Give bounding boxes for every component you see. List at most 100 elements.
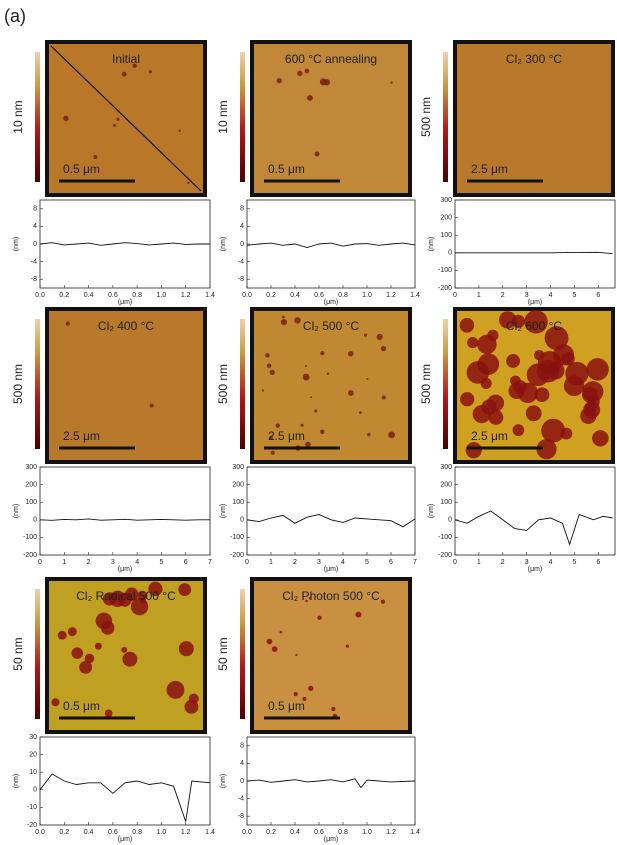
x-tick-label: 5 [365, 559, 369, 566]
color-bar [35, 52, 40, 182]
y-tick-label: 0 [448, 250, 452, 257]
x-axis-label: (μm) [118, 566, 133, 573]
afm-feature [487, 329, 499, 341]
panel-label: (a) [4, 6, 26, 26]
x-tick-label: 0.6 [314, 292, 324, 299]
afm-image [453, 40, 615, 197]
x-axis-label: (μm) [528, 299, 543, 306]
y-tick-label: 10 [29, 769, 37, 776]
profile-line [50, 45, 202, 192]
scale-bar-label: 2.5 μm [471, 162, 508, 176]
y-tick-label: -4 [31, 258, 37, 265]
profile-line [39, 242, 210, 246]
x-tick-label: 0.2 [59, 829, 69, 836]
y-tick-label: 8 [33, 206, 37, 213]
color-bar [240, 589, 245, 719]
afm-feature [67, 627, 77, 637]
x-tick-label: 1.4 [410, 829, 420, 836]
y-axis-label: (nm) [428, 504, 435, 518]
color-bar [35, 589, 40, 719]
scale-bar-label: 0.5 μm [268, 162, 305, 176]
image-title: Cl₂ Photon 500 °C [282, 589, 380, 603]
scale-bar-label: 2.5 μm [63, 429, 100, 443]
afm-feature [314, 409, 318, 413]
x-tick-label: 0.2 [266, 829, 276, 836]
afm-feature [302, 696, 307, 701]
x-tick-label: 2 [501, 292, 505, 299]
y-tick-label: 300 [25, 464, 37, 471]
x-tick-label: 0.0 [242, 829, 252, 836]
color-bar-label: 500 nm [419, 97, 433, 137]
y-tick-label: 200 [440, 214, 452, 221]
y-tick-label: 4 [33, 223, 37, 230]
x-tick-label: 0.0 [242, 292, 252, 299]
y-tick-label: 300 [232, 464, 244, 471]
x-tick-label: 0.8 [132, 292, 142, 299]
afm-feature [380, 599, 386, 604]
y-tick-label: 0 [33, 787, 37, 794]
afm-feature [295, 653, 298, 657]
afm-feature [310, 396, 313, 399]
afm-feature [297, 70, 303, 77]
profile-line [455, 251, 613, 255]
afm-feature [537, 350, 562, 375]
x-tick-label: 0.2 [59, 292, 69, 299]
color-bar-label: 50 nm [11, 637, 25, 670]
color-bar [443, 52, 448, 182]
y-tick-label: 4 [240, 760, 244, 767]
x-tick-label: 6 [596, 292, 600, 299]
afm-feature [121, 646, 128, 653]
y-tick-label: 8 [240, 206, 244, 213]
color-bar-label: 500 nm [419, 364, 433, 404]
x-tick-label: 7 [208, 559, 212, 566]
x-tick-label: 0.4 [290, 292, 300, 299]
x-tick-label: 1.0 [362, 292, 372, 299]
afm-feature [266, 363, 272, 368]
afm-feature [104, 709, 113, 718]
x-tick-label: 5 [572, 292, 576, 299]
afm-feature [592, 430, 609, 447]
afm-feature [271, 646, 278, 652]
afm-feature [359, 411, 362, 414]
afm-feature [314, 151, 320, 157]
y-tick-label: 0 [240, 517, 244, 524]
afm-feature [84, 653, 95, 664]
y-tick-label: -100 [438, 534, 452, 541]
afm-feature [345, 644, 350, 648]
afm-feature [51, 698, 60, 707]
profile-line [246, 514, 416, 528]
y-tick-label: 4 [240, 223, 244, 230]
afm-feature [305, 441, 311, 448]
afm-feature [113, 123, 117, 127]
afm-feature [265, 353, 270, 358]
y-tick-label: 300 [440, 197, 452, 204]
afm-feature [512, 424, 525, 437]
afm-feature [293, 691, 298, 697]
profile-line [39, 518, 210, 521]
x-tick-label: 5 [159, 559, 163, 566]
afm-feature [276, 78, 282, 84]
afm-feature [280, 319, 288, 326]
y-tick-label: 0 [33, 241, 37, 248]
afm-feature [304, 68, 310, 74]
y-tick-label: 100 [232, 499, 244, 506]
x-axis-label: (μm) [528, 566, 543, 573]
profile-line [246, 242, 416, 248]
afm-feature [117, 592, 132, 607]
y-tick-label: -8 [238, 276, 244, 283]
afm-feature [178, 129, 181, 132]
x-axis-label: (μm) [324, 299, 339, 306]
y-tick-label: 20 [29, 751, 37, 758]
afm-feature [506, 354, 521, 368]
afm-feature [266, 638, 273, 645]
x-axis-label: (μm) [118, 836, 133, 843]
x-tick-label: 2 [293, 559, 297, 566]
afm-feature [148, 70, 153, 74]
afm-feature [586, 358, 609, 381]
x-tick-label: 0.4 [84, 829, 94, 836]
x-tick-label: 0.4 [84, 292, 94, 299]
scale-bar-label: 2.5 μm [268, 429, 305, 443]
afm-feature [121, 71, 127, 77]
afm-feature [130, 597, 149, 616]
